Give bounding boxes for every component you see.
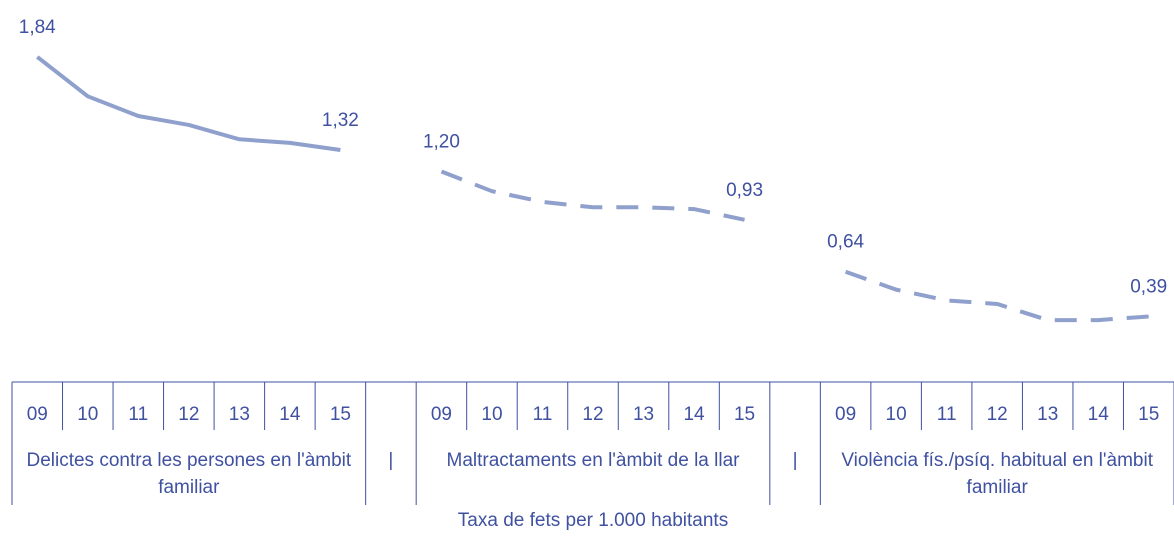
group-label: Delictes contra les persones en l'àmbit … [26, 450, 352, 498]
x-tick-label: 14 [683, 404, 705, 425]
x-tick-label: 11 [533, 404, 553, 425]
x-tick-label: 12 [178, 404, 199, 425]
data-label: 1,20 [423, 132, 460, 153]
x-tick-label: 11 [128, 404, 148, 425]
x-axis-title: Taxa de fets per 1.000 habitants [458, 510, 728, 531]
x-tick-label: 10 [886, 404, 907, 425]
x-tick-label: 13 [633, 404, 654, 425]
data-label: 1,84 [19, 17, 56, 38]
series-line [844, 269, 1149, 323]
x-tick-label: 09 [835, 404, 856, 425]
data-label: 0,39 [1130, 276, 1167, 297]
x-tick-label: 12 [987, 404, 1008, 425]
x-tick-label: 14 [1088, 404, 1110, 425]
x-tick-label: 13 [229, 404, 250, 425]
group-label: | [792, 450, 798, 471]
group-label: Violència fís./psíq. habitual en l'àmbit… [841, 450, 1153, 498]
group-label: | [388, 450, 394, 471]
x-tick-label: 15 [1138, 404, 1159, 425]
group-label: Maltractaments en l'àmbit de la llar [446, 450, 740, 471]
x-tick-label: 11 [937, 404, 957, 425]
data-label: 0,64 [827, 232, 864, 253]
data-label: 0,93 [726, 180, 763, 201]
x-tick-label: 09 [27, 404, 48, 425]
x-tick-label: 12 [582, 404, 603, 425]
x-tick-label: 09 [431, 404, 452, 425]
x-tick-label: 10 [77, 404, 98, 425]
series-line [36, 55, 341, 153]
x-tick-label: 14 [279, 404, 301, 425]
x-tick-label: 15 [330, 404, 351, 425]
x-tick-label: 13 [1037, 404, 1058, 425]
x-tick-label: 10 [481, 404, 502, 425]
x-tick-label: 15 [734, 404, 755, 425]
series-line [440, 169, 745, 222]
data-label: 1,32 [322, 110, 359, 131]
